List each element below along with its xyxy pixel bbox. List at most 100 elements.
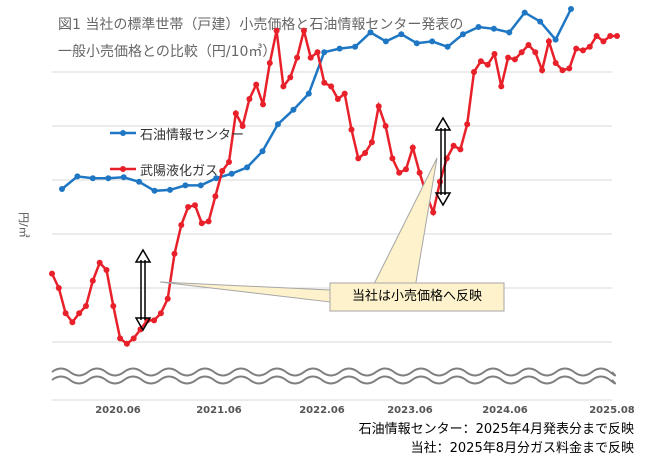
series-1-point-26: [226, 159, 232, 165]
series-1-point-43: [341, 90, 348, 97]
series-1-point-77: [573, 45, 580, 52]
series-1-point-34: [280, 83, 287, 90]
series-1-point-53: [409, 144, 416, 151]
legend-marker-0: [120, 130, 126, 136]
x-tick-label-2: 2022.06: [299, 405, 345, 416]
series-1-point-40: [321, 79, 328, 86]
series-1-point-24: [212, 193, 219, 200]
series-1-point-31: [260, 101, 266, 108]
series-1-point-2: [62, 310, 69, 317]
note-oil-center: 石油情報センター：2025年4月発表分まで反映: [358, 422, 634, 437]
series-1-point-46: [362, 150, 369, 156]
series-0-point-14: [274, 121, 281, 128]
series-1-point-68: [511, 56, 518, 63]
series-1-point-37: [300, 27, 307, 34]
series-1-point-64: [484, 61, 491, 68]
series-1-point-72: [539, 67, 546, 74]
series-1-point-59: [450, 142, 457, 149]
series-1-point-60: [457, 146, 464, 153]
series-0-point-12: [244, 164, 251, 171]
series-1-point-36: [294, 54, 301, 61]
series-0-point-32: [552, 36, 559, 43]
series-1-point-7: [96, 259, 103, 266]
series-1-point-73: [545, 38, 552, 45]
x-tick-label-3: 2023.06: [387, 405, 433, 416]
chart-title: 図1 当社の標準世帯（戸建）小売価格と石油情報センター発表の: [58, 17, 464, 33]
arrow-gap-2023: [434, 116, 452, 207]
x-tick-layer: 2020.06 2021.06 2022.06 2023.06 2024.06 2025.…: [95, 405, 635, 416]
series-1-point-70: [525, 42, 532, 48]
series-0-point-0: [59, 186, 65, 192]
series-1-point-22: [198, 220, 205, 227]
series-1-point-47: [368, 139, 375, 146]
series-0-point-17: [321, 49, 328, 56]
series-0-point-31: [537, 18, 544, 25]
arrow-gap-2020-head-top: [134, 248, 152, 263]
arrow-gap-2020: [134, 248, 152, 332]
series-1-point-0: [49, 270, 55, 277]
series-0-point-15: [290, 106, 297, 113]
series-1-point-10: [117, 335, 124, 342]
series-0-point-8: [182, 182, 189, 189]
arrow-gap-2023-head-top: [434, 116, 452, 131]
series-1-point-35: [287, 74, 294, 81]
series-1-point-11: [123, 340, 130, 347]
series-1-point-39: [314, 49, 321, 56]
series-1-point-1: [55, 285, 62, 291]
x-tick-label-0: 2020.06: [95, 405, 141, 416]
series-0-point-2: [89, 175, 96, 182]
series-1-point-3: [69, 319, 76, 326]
series-1-point-71: [532, 49, 539, 56]
x-tick-label-5: 2025.08: [589, 405, 635, 416]
series-0-point-24: [429, 38, 436, 45]
series-1-point-81: [600, 38, 607, 45]
y-axis-label: 円/㎥: [17, 212, 30, 238]
series-line-0: [61, 8, 573, 193]
series-1-point-6: [89, 277, 96, 284]
series-1-point-83: [614, 33, 620, 39]
series-1-point-33: [273, 27, 280, 34]
series-1-point-18: [171, 250, 178, 257]
series-0-point-5: [136, 178, 143, 185]
series-1-point-57: [437, 178, 443, 185]
series-0-point-29: [506, 29, 513, 36]
series-1-point-12: [130, 335, 137, 342]
series-0-point-23: [413, 40, 420, 47]
series-1-point-48: [375, 103, 382, 110]
legend-label-oil-center: 石油情報センター: [140, 128, 245, 143]
gridlines: [52, 71, 612, 343]
series-layer: [49, 6, 620, 347]
series-1-point-61: [464, 121, 471, 128]
series-0-point-3: [105, 175, 112, 182]
series-1-point-17: [164, 295, 171, 302]
series-1-point-76: [566, 65, 573, 72]
series-1-point-79: [586, 43, 593, 50]
series-0-point-21: [382, 38, 389, 45]
series-0-point-7: [167, 186, 173, 193]
series-1-point-62: [471, 69, 477, 75]
series-1-point-25: [219, 168, 226, 174]
series-1-point-28: [239, 123, 246, 129]
series-1-point-74: [552, 60, 559, 66]
series-0-point-30: [521, 9, 528, 16]
wave-line-lower: [51, 375, 616, 385]
series-1-point-66: [498, 83, 505, 90]
series-0-point-25: [444, 43, 451, 50]
series-1-point-56: [430, 209, 437, 216]
series-1-point-45: [355, 155, 362, 162]
series-1-point-54: [416, 169, 423, 176]
series-0-point-11: [228, 170, 235, 177]
series-0-point-1: [74, 173, 81, 180]
series-0-point-33: [568, 6, 574, 12]
series-1-point-51: [396, 169, 403, 176]
series-1-point-32: [266, 60, 273, 66]
series-0-point-19: [352, 43, 359, 50]
series-1-point-78: [580, 47, 586, 54]
series-0-point-27: [475, 24, 482, 30]
series-1-point-67: [505, 54, 512, 61]
callout-box: [329, 282, 505, 312]
wave-line-upper: [51, 367, 616, 377]
series-1-point-23: [205, 218, 212, 225]
series-1-point-8: [103, 267, 110, 273]
